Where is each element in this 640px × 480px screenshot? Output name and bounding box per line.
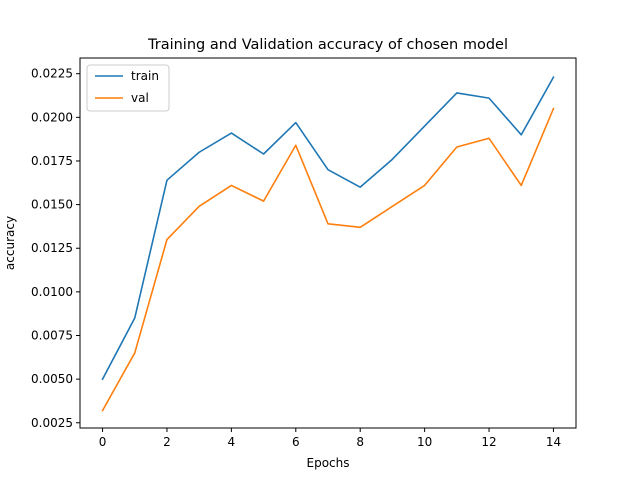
y-axis-label: accuracy [3, 216, 17, 270]
y-tick-label: 0.0225 [31, 67, 73, 81]
legend: train val [86, 64, 170, 112]
x-tick-label: 2 [163, 435, 171, 449]
x-tick-label: 8 [356, 435, 364, 449]
series-layer [101, 76, 555, 412]
x-tick-label: 10 [417, 435, 432, 449]
y-tick-label: 0.0175 [31, 154, 73, 168]
x-tick-label: 6 [292, 435, 300, 449]
y-tick-label: 0.0200 [31, 110, 73, 124]
x-axis: 0 2 4 6 8 10 12 14 [99, 428, 561, 449]
y-tick-label: 0.0050 [31, 372, 73, 386]
y-tick-label: 0.0125 [31, 241, 73, 255]
x-axis-label: Epochs [307, 456, 350, 470]
y-axis: 0.0025 0.0050 0.0075 0.0100 0.0125 0.0150 0.01… [31, 67, 80, 430]
legend-label-train: train [131, 69, 159, 83]
chart-title: Training and Validation accuracy of chos… [147, 37, 508, 53]
y-tick-label: 0.0100 [31, 285, 73, 299]
series-line-train [101, 76, 555, 381]
x-tick-label: 4 [228, 435, 236, 449]
x-tick-label: 14 [546, 435, 561, 449]
series-line-val [101, 107, 555, 412]
y-tick-label: 0.0075 [31, 329, 73, 343]
plot-frame [79, 57, 577, 429]
y-tick-label: 0.0150 [31, 198, 73, 212]
y-tick-label: 0.0025 [31, 416, 73, 430]
x-tick-label: 12 [481, 435, 496, 449]
legend-label-val: val [131, 91, 149, 105]
x-tick-label: 0 [99, 435, 107, 449]
